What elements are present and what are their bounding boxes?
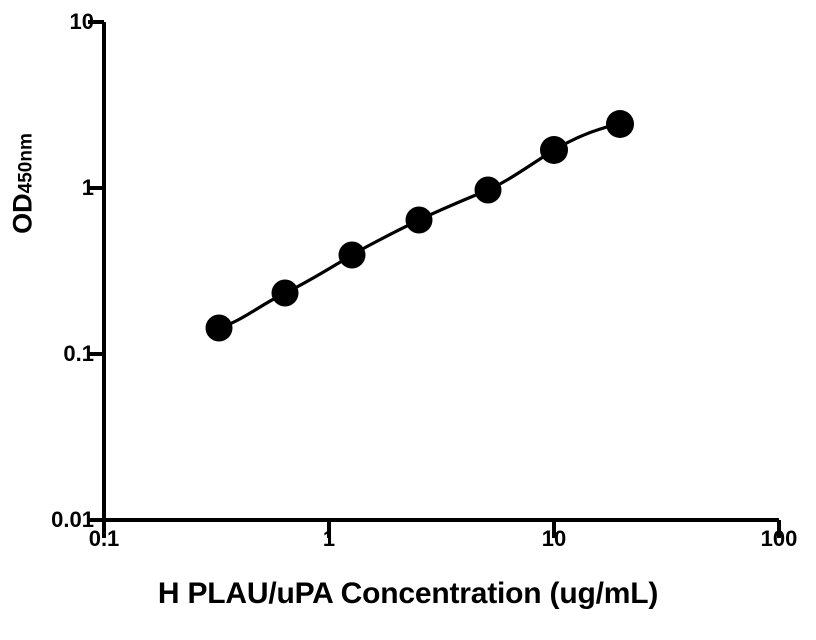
x-tick-label-10: 10 [541,526,567,551]
data-points [205,110,634,342]
data-point [540,136,568,164]
data-point [338,241,366,269]
x-tick-label-1: 1 [322,526,336,551]
x-tick-label-0-1: 0.1 [88,526,120,551]
x-axis-ticks [102,520,781,538]
y-tick-label-1: 1 [81,175,94,200]
y-tick-label-0-01: 0.01 [51,507,94,532]
y-tick-label-10: 10 [69,9,94,34]
y-tick-label-0-1: 0.1 [63,341,94,366]
x-tick-label-100: 100 [760,526,798,551]
x-axis-title: H PLAU/uPA Concentration (ug/mL) [157,577,659,610]
y-axis-ticks [88,20,104,522]
y-axis-title: OD450nm [7,69,38,299]
y-axis-title-main: OD [7,193,38,234]
data-point [606,110,634,138]
data-point [271,279,299,307]
data-point [474,176,502,204]
data-point [205,314,233,342]
axis-lines [102,22,779,522]
y-axis-title-subscript: 450nm [15,133,37,194]
data-point [405,206,433,234]
